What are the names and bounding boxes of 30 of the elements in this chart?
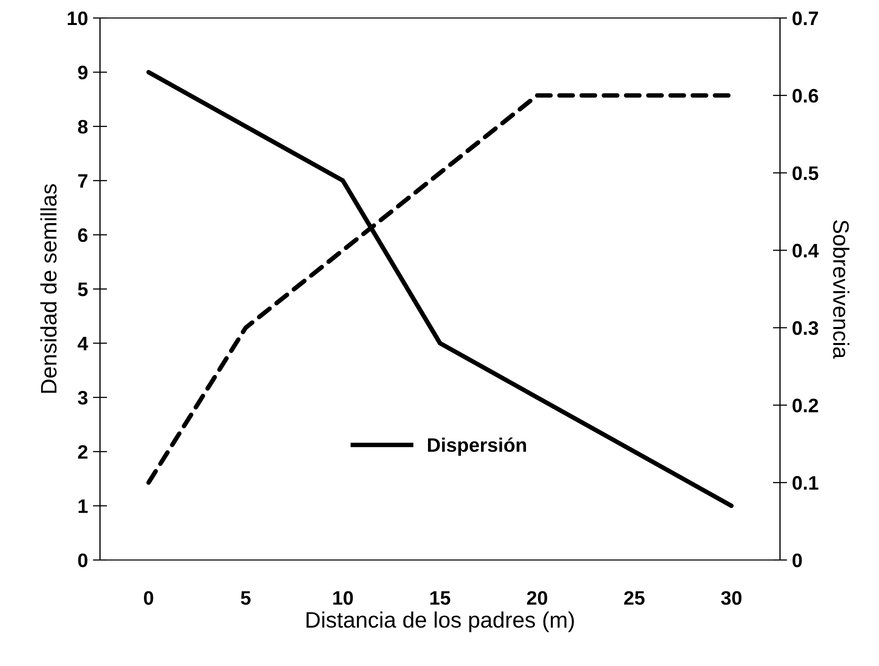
y-axis-title: Densidad de semillas <box>40 184 57 393</box>
x-axis-title: Distancia de los padres (m) <box>306 611 574 632</box>
y-tick-label: 4 <box>78 336 88 350</box>
x-tick-label: 0 <box>144 591 154 605</box>
x-tick-label: 15 <box>430 591 450 605</box>
y2-tick-label: 0.6 <box>792 88 818 103</box>
y-tick-label: 9 <box>78 66 88 80</box>
y2-tick-label: 0.4 <box>792 244 819 258</box>
legend-label: Dispersión <box>428 437 526 456</box>
y2-tick-label: 0.2 <box>792 398 818 412</box>
y-tick-label: 5 <box>78 282 88 296</box>
x-tick-label: 20 <box>527 591 548 605</box>
y-tick-label: 8 <box>78 120 88 134</box>
x-tick-label: 10 <box>333 591 353 605</box>
y-tick-label: 3 <box>78 390 88 405</box>
y2-tick-label: 0.5 <box>792 166 818 180</box>
y-tick-label: 10 <box>68 11 88 26</box>
y-tick-label: 6 <box>78 228 88 242</box>
x-tick-label: 5 <box>240 591 251 605</box>
y-tick-label: 0 <box>78 553 88 568</box>
y-tick-label: 2 <box>78 445 88 459</box>
y2-tick-label: 0.1 <box>792 476 818 490</box>
x-tick-label: 25 <box>624 591 645 605</box>
y2-axis-title: Sobrevivencia <box>833 220 850 359</box>
y-tick-label: 7 <box>78 174 88 188</box>
y2-tick-label: 0.3 <box>792 321 818 335</box>
y-tick-label: 1 <box>78 499 88 513</box>
x-tick-label: 30 <box>721 591 742 605</box>
y2-tick-label: 0.7 <box>792 11 818 26</box>
y2-tick-label: 0 <box>792 553 802 568</box>
